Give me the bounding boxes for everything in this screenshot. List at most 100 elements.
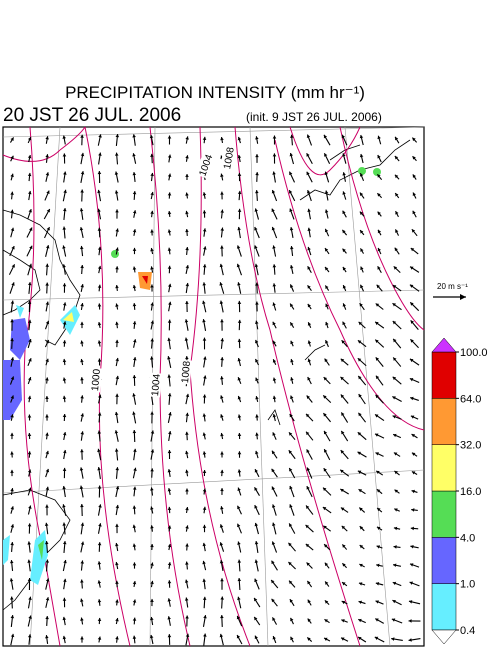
- wind-arrow-head: [203, 375, 207, 379]
- wind-arrow-head: [272, 377, 277, 381]
- wind-arrow-head: [342, 285, 347, 289]
- wind-arrow-head: [10, 469, 14, 473]
- wind-arrow-head: [393, 338, 397, 343]
- wind-arrow-head: [306, 431, 310, 436]
- wind-arrow-head: [45, 486, 50, 491]
- wind-arrow-head: [184, 579, 189, 583]
- wind-arrow-head: [27, 559, 31, 563]
- wind-arrow-head: [324, 637, 328, 641]
- wind-arrow-head: [150, 487, 154, 491]
- wind-arrow-head: [306, 413, 310, 418]
- wind-arrow-head: [28, 487, 32, 492]
- wind-arrow-head: [271, 450, 276, 455]
- wind-arrow-head: [307, 618, 311, 623]
- wind-arrow-head: [202, 282, 207, 286]
- wind-arrow-head: [395, 229, 399, 233]
- wind-arrow-head: [324, 562, 329, 567]
- wind-arrow-head: [62, 597, 67, 601]
- init-time: (init. 9 JST 26 JUL. 2006): [246, 110, 382, 124]
- wind-arrow-head: [150, 411, 154, 415]
- wind-arrow-head: [132, 303, 137, 307]
- wind-arrow-head: [185, 155, 189, 159]
- wind-arrow-head: [150, 210, 154, 214]
- wind-arrow-head: [359, 153, 364, 158]
- wind-arrow-head: [307, 208, 311, 213]
- wind-arrow-head: [306, 190, 311, 194]
- map-frame: [2, 126, 425, 647]
- wind-arrow-head: [132, 191, 137, 195]
- wind-arrow-head: [167, 337, 171, 342]
- wind-arrow-head: [254, 208, 259, 212]
- wind-arrow-head: [271, 579, 275, 584]
- wind-arrow-head: [202, 136, 207, 141]
- wind-arrow-head: [115, 375, 120, 380]
- wind-arrow-head: [202, 319, 206, 323]
- wind-arrow-head: [359, 173, 364, 177]
- wind-arrow-head: [237, 300, 242, 304]
- wind-arrow-head: [184, 319, 189, 323]
- wind-arrow-head: [375, 452, 379, 456]
- wind-arrow-head: [185, 561, 189, 565]
- wind-arrow-head: [408, 638, 412, 642]
- colorbar-segment: [431, 351, 457, 399]
- wind-arrow-head: [410, 248, 415, 252]
- wind-arrow-head: [28, 339, 32, 343]
- wind-arrow-head: [10, 432, 14, 436]
- isobar-label: 1004: [150, 373, 163, 397]
- wind-arrow-head: [288, 542, 292, 547]
- wind-arrow-head: [307, 637, 311, 641]
- wind-arrow-head: [28, 358, 32, 362]
- wind-arrow-head: [324, 358, 328, 363]
- wind-arrow-head: [185, 615, 189, 619]
- wind-arrow-head: [394, 174, 399, 179]
- wind-arrow-head: [323, 430, 328, 435]
- wind-arrow-head: [45, 154, 49, 158]
- wind-arrow-head: [290, 377, 294, 381]
- wind-arrow-head: [202, 432, 207, 436]
- wind-arrow-head: [412, 210, 416, 215]
- wind-arrow-head: [360, 230, 364, 234]
- wind-arrow-head: [358, 489, 363, 493]
- wind-arrow-head: [11, 282, 15, 286]
- wind-arrow-head: [323, 487, 327, 492]
- wind-arrow-head: [358, 582, 363, 586]
- wind-arrow-head: [63, 171, 67, 175]
- wind-arrow-head: [115, 599, 119, 603]
- wind-arrow-head: [45, 245, 50, 249]
- wind-arrow-head: [377, 193, 381, 197]
- wind-arrow-head: [237, 469, 242, 473]
- wind-arrow-head: [324, 600, 329, 604]
- wind-arrow-head: [255, 396, 259, 400]
- colorbar: 0.4 1.0 4.0 16.0 32.0 64.0 100.0: [431, 337, 488, 645]
- wind-arrow-head: [341, 600, 346, 605]
- wind-arrow-head: [150, 191, 154, 196]
- wind-arrow-head: [360, 284, 364, 289]
- wind-arrow-head: [167, 173, 172, 177]
- wind-arrow-head: [306, 153, 310, 157]
- wind-arrow-head: [290, 303, 294, 308]
- wind-arrow-head: [150, 543, 154, 548]
- wind-arrow-head: [237, 578, 242, 582]
- wind-arrow-head: [254, 226, 258, 231]
- wind-arrow-head: [167, 580, 172, 584]
- wind-arrow-head: [395, 136, 399, 141]
- wind-arrow-head: [45, 136, 49, 140]
- wind-arrow-head: [27, 578, 32, 582]
- wind-arrow-head: [62, 522, 67, 526]
- wind-arrow-head: [202, 413, 207, 417]
- wind-arrow-head: [290, 359, 294, 363]
- wind-arrow-head: [97, 246, 102, 250]
- wind-arrow-head: [46, 190, 50, 195]
- wind-arrow-head: [375, 339, 379, 343]
- wind-arrow-head: [203, 356, 207, 360]
- wind-arrow-head: [357, 451, 362, 455]
- wind-arrow-head: [97, 412, 102, 416]
- wind-arrow-head: [150, 506, 154, 510]
- wind-arrow-head: [45, 414, 49, 418]
- wind-arrow-head: [150, 320, 155, 324]
- wind-arrow-head: [255, 136, 259, 140]
- wind-arrow-head: [202, 578, 207, 582]
- wind-arrow-head: [80, 431, 85, 435]
- wind-arrow-head: [45, 597, 50, 601]
